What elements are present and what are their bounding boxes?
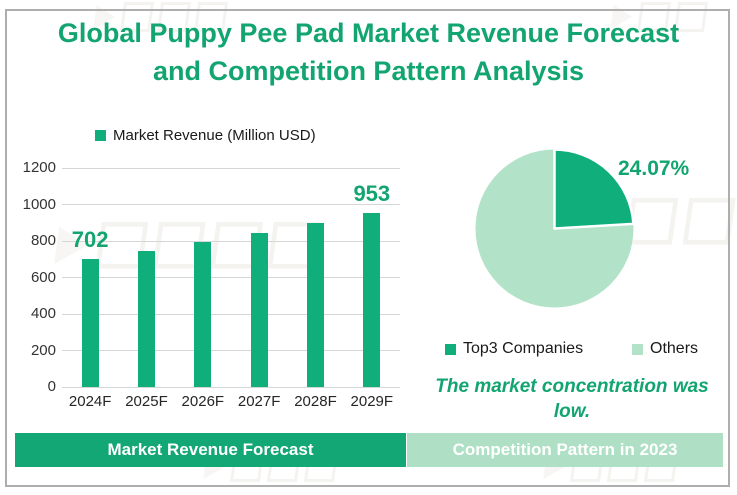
bar-2026F [194, 242, 212, 387]
y-axis-tick-label: 400 [30, 305, 56, 322]
legend-label: Top3 Companies [463, 340, 584, 357]
footer-banner-revenue-forecast: Market Revenue Forecast [15, 433, 406, 467]
y-axis-tick-label: 800 [30, 232, 56, 249]
x-axis-tick-label: 2024F [68, 393, 112, 410]
x-axis-tick-label: 2028F [294, 393, 337, 410]
bar-2025F [137, 251, 155, 387]
pie-legend-others: Others [632, 340, 698, 358]
bar-column [118, 168, 174, 387]
x-axis-tick-label: 2027F [237, 393, 281, 410]
page-title-line1: Global Puppy Pee Pad Market Revenue Fore… [57, 18, 680, 48]
bar-column: 953 [344, 168, 400, 387]
x-axis-tick-label: 2029F [350, 393, 394, 410]
pie-legend-top3: Top3 Companies [445, 340, 583, 358]
page-title-line2: and Competition Pattern Analysis [152, 56, 585, 86]
legend-swatch-icon [95, 130, 106, 141]
bar-data-label: 702 [71, 226, 109, 252]
gridline [62, 350, 400, 351]
gridline [62, 313, 400, 315]
bar-data-label: 953 [353, 181, 391, 207]
bar-chart-x-axis: 2024F 2025F 2026F 2027F 2028F 2029F [62, 393, 400, 410]
gridline [62, 277, 400, 278]
legend-swatch-icon [445, 343, 456, 355]
bar-column: 702 [62, 168, 118, 387]
gridline [62, 240, 400, 242]
y-axis-tick-label: 200 [30, 341, 56, 359]
gridline [62, 167, 400, 169]
y-axis-tick-label: 1200 [22, 159, 56, 176]
bar-column [231, 168, 287, 387]
bar-column [175, 168, 231, 387]
footer-banner-competition-pattern: Competition Pattern in 2023 [407, 433, 723, 467]
bar-2028F [306, 223, 324, 387]
page-title: Global Puppy Pee Pad Market Revenue Fore… [0, 14, 737, 90]
y-axis-tick-label: 600 [30, 268, 56, 286]
bar-2024F [81, 258, 99, 387]
pie-data-label: 24.07% [618, 157, 690, 180]
bar-2029F [363, 213, 381, 387]
bar-chart-legend: Market Revenue (Million USD) [95, 127, 316, 144]
pie-chart [475, 148, 635, 308]
legend-swatch-icon [632, 343, 643, 355]
x-axis-tick-label: 2025F [125, 393, 168, 410]
bar-2027F [250, 233, 268, 387]
bar-column [287, 168, 343, 387]
y-axis-tick-label: 1000 [22, 195, 56, 213]
gridline [62, 204, 400, 205]
annotation-text: The market concentration was low. [435, 376, 709, 422]
y-axis-tick-label: 0 [47, 378, 56, 395]
x-axis-tick-label: 2026F [181, 393, 225, 410]
legend-label: Others [650, 340, 699, 357]
legend-label: Market Revenue (Million USD) [113, 127, 316, 144]
gridline [62, 386, 400, 388]
pie-slice-top3 [553, 148, 635, 230]
bar-chart-plot-area: 702 953 [62, 167, 400, 388]
